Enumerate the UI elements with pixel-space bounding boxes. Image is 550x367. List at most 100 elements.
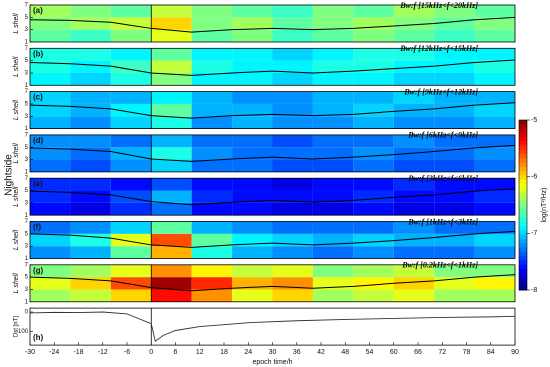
heat-cell <box>191 134 233 148</box>
heat-cell <box>312 103 354 117</box>
colorbar-step <box>519 158 527 163</box>
heat-cell <box>434 147 475 160</box>
colorbar-tick-label: -7 <box>531 230 537 237</box>
heat-cell <box>393 159 435 172</box>
heat-cell <box>434 17 475 30</box>
heat-cell <box>232 72 273 86</box>
y-tick-label: 1 <box>25 83 29 89</box>
y-tick-label: 7 <box>25 219 29 225</box>
heat-cell <box>191 289 233 302</box>
heat-cell <box>151 246 192 259</box>
colorbar-step <box>519 243 527 248</box>
heat-cell <box>30 190 71 203</box>
heat-cell <box>312 72 354 86</box>
heat-cell <box>353 116 394 129</box>
x-tick-label: 60 <box>390 349 398 356</box>
heat-cell <box>353 289 394 302</box>
heat-cell <box>191 91 233 104</box>
y-tick-label: 7 <box>25 132 29 138</box>
heat-cell <box>272 289 313 302</box>
y-tick-label: 3 <box>25 244 29 250</box>
boundary-line <box>29 16 516 33</box>
heat-cell <box>272 178 313 191</box>
heat-cell <box>393 116 435 129</box>
colorbar-step <box>519 192 527 197</box>
y-axis-label: L shell <box>13 230 20 251</box>
heat-cell <box>353 233 394 247</box>
heat-cell <box>70 190 111 203</box>
heat-cell <box>312 178 354 191</box>
colorbar-step <box>519 281 527 287</box>
heat-cell <box>232 116 273 129</box>
colorbar-step <box>519 183 527 189</box>
colorbar-tick-label: -5 <box>531 117 537 124</box>
y-tick-label: 5 <box>25 145 29 151</box>
heat-cell <box>434 60 475 73</box>
colorbar-step <box>519 149 527 155</box>
heat-cell <box>474 5 515 18</box>
heat-cell <box>272 264 313 278</box>
colorbar-step <box>519 217 527 223</box>
heat-cell <box>353 60 394 73</box>
heat-cell <box>393 264 435 278</box>
heat-cell <box>191 178 233 191</box>
heat-cell <box>191 264 233 278</box>
heat-cell <box>191 29 233 42</box>
colorbar-step <box>519 120 527 125</box>
heat-cell <box>70 246 111 259</box>
heat-cell <box>151 60 192 73</box>
heat-cell <box>191 159 233 172</box>
heat-cell <box>191 246 233 259</box>
boundary-line <box>29 230 516 248</box>
colorbar-step <box>519 277 527 282</box>
colorbar-step <box>519 222 527 227</box>
panel-label: (b) <box>33 49 44 58</box>
heat-cell <box>353 202 394 216</box>
colorbar-step <box>519 179 527 185</box>
x-tick-label: 30 <box>269 349 277 356</box>
heat-cell <box>353 221 394 234</box>
colorbar-step <box>519 256 527 261</box>
x-tick-label: 72 <box>438 349 446 356</box>
x-tick-label: 90 <box>511 349 519 356</box>
heat-cell <box>191 277 233 290</box>
heat-cell <box>393 190 435 203</box>
heat-cell <box>110 72 152 86</box>
heat-cell <box>30 116 71 129</box>
heat-cell <box>30 264 71 278</box>
panel-frame <box>29 134 516 173</box>
heat-cell <box>30 277 71 290</box>
heat-cell <box>70 202 111 216</box>
heat-cell <box>353 134 394 148</box>
colorbar-step <box>519 137 527 142</box>
heat-cell <box>474 48 515 61</box>
heat-cell <box>151 147 192 160</box>
panel-label: (h) <box>33 333 44 342</box>
colorbar-step <box>519 260 527 265</box>
heat-cell <box>312 264 354 278</box>
heat-cell <box>30 147 71 160</box>
heat-cell <box>474 103 515 117</box>
heat-cell <box>434 5 475 18</box>
colorbar-step <box>519 175 527 180</box>
heat-cell <box>393 60 435 73</box>
dst-line <box>29 311 516 342</box>
heat-cell <box>70 72 111 86</box>
y-axis-label: L shell <box>13 143 20 164</box>
heat-cell <box>70 103 111 117</box>
heat-cell <box>151 178 192 191</box>
heat-cell <box>151 190 192 203</box>
heat-cell <box>191 72 233 86</box>
colorbar-step <box>519 145 527 151</box>
heat-cell <box>151 103 192 117</box>
heat-cell <box>353 178 394 191</box>
colorbar-step <box>519 132 527 138</box>
heat-cell <box>474 72 515 86</box>
x-tick-label: -12 <box>98 349 108 356</box>
x-tick-label: 48 <box>341 349 349 356</box>
heat-cell <box>434 221 475 234</box>
heat-cell <box>151 277 192 290</box>
heat-cell <box>353 246 394 259</box>
heat-cell <box>191 221 233 234</box>
heat-cell <box>30 246 71 259</box>
